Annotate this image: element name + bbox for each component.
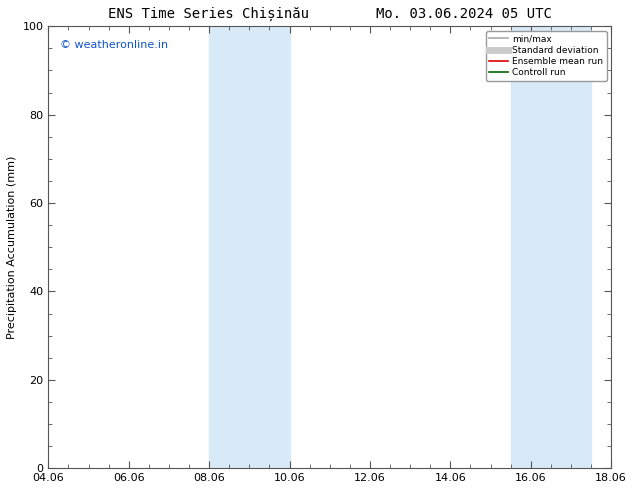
Text: © weatheronline.in: © weatheronline.in — [60, 40, 168, 49]
Legend: min/max, Standard deviation, Ensemble mean run, Controll run: min/max, Standard deviation, Ensemble me… — [486, 31, 607, 81]
Y-axis label: Precipitation Accumulation (mm): Precipitation Accumulation (mm) — [7, 155, 17, 339]
Title: ENS Time Series Chișinău        Mo. 03.06.2024 05 UTC: ENS Time Series Chișinău Mo. 03.06.2024 … — [108, 7, 552, 21]
Bar — [209, 26, 290, 468]
Bar — [510, 26, 591, 468]
